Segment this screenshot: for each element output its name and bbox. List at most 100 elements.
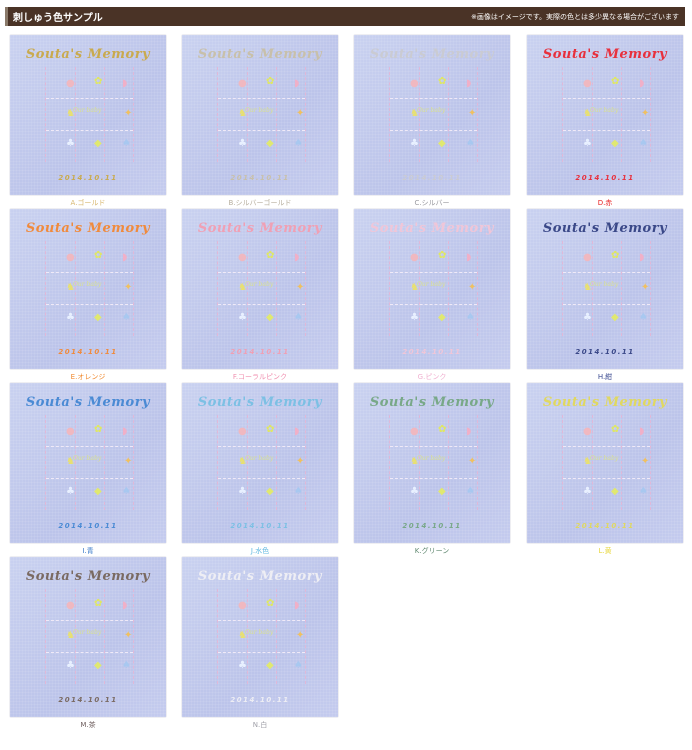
embroidery-motif-icon: ◗ xyxy=(294,252,300,263)
embroidery-motif-icon: ✿ xyxy=(266,424,275,435)
motif-grid: ● ✿ ◗ ♞ ✦ ♣ ◆ ♠ xyxy=(389,415,478,510)
embroidery-sample-image: Souta's Memory ● ✿ ◗ ♞ ✦ ♣ ◆ ♠ Our baby 2014.10.… xyxy=(354,35,510,195)
embroidery-date: 2014.10.11 xyxy=(58,696,118,704)
embroidery-motif-icon: ♠ xyxy=(294,660,303,671)
baby-text: Our baby xyxy=(73,107,102,114)
embroidery-motif-icon: ♣ xyxy=(238,138,247,149)
embroidery-motif-icon: ♞ xyxy=(66,108,75,119)
embroidery-motif-icon: ◗ xyxy=(122,426,128,437)
baby-text: Our baby xyxy=(590,455,619,462)
embroidery-sample-image: Souta's Memory ● ✿ ◗ ♞ ✦ ♣ ◆ ♠ Our baby 2014.10.… xyxy=(527,209,683,369)
baby-text: Our baby xyxy=(73,281,102,288)
embroidery-motif-icon: ♞ xyxy=(583,456,592,467)
embroidery-motif-icon: ◆ xyxy=(438,486,446,497)
embroidery-motif-icon: ◗ xyxy=(294,600,300,611)
embroidery-motif-icon: ♠ xyxy=(466,138,475,149)
embroidery-motif-icon: ♞ xyxy=(410,282,419,293)
embroidery-motif-icon: ♠ xyxy=(122,312,131,323)
motif-grid: ● ✿ ◗ ♞ ✦ ♣ ◆ ♠ xyxy=(217,415,306,510)
embroidery-title: Souta's Memory xyxy=(542,221,668,236)
embroidery-date: 2014.10.11 xyxy=(575,522,635,530)
embroidery-motif-icon: ✦ xyxy=(296,630,305,641)
embroidery-motif-icon: ♞ xyxy=(238,108,247,119)
embroidery-motif-icon: ✦ xyxy=(468,282,477,293)
motif-grid: ● ✿ ◗ ♞ ✦ ♣ ◆ ♠ xyxy=(217,589,306,684)
embroidery-motif-icon: ◗ xyxy=(466,426,472,437)
embroidery-date: 2014.10.11 xyxy=(58,348,118,356)
embroidery-motif-icon: ● xyxy=(66,600,75,611)
embroidery-motif-icon: ◗ xyxy=(466,252,472,263)
color-sample-card: Souta's Memory ● ✿ ◗ ♞ ✦ ♣ ◆ ♠ Our baby 2014.10.… xyxy=(182,35,338,208)
embroidery-motif-icon: ● xyxy=(238,426,247,437)
color-sample-card: Souta's Memory ● ✿ ◗ ♞ ✦ ♣ ◆ ♠ Our baby 2014.10.… xyxy=(10,209,166,382)
embroidery-motif-icon: ● xyxy=(238,600,247,611)
motif-grid: ● ✿ ◗ ♞ ✦ ♣ ◆ ♠ xyxy=(45,241,134,336)
color-label: L.黄 xyxy=(598,547,612,555)
color-sample-card: Souta's Memory ● ✿ ◗ ♞ ✦ ♣ ◆ ♠ Our baby 2014.10.… xyxy=(182,209,338,382)
baby-text: Our baby xyxy=(417,455,446,462)
embroidery-motif-icon: ♣ xyxy=(410,312,419,323)
color-label: G.ピンク xyxy=(417,373,447,381)
embroidery-motif-icon: ◗ xyxy=(639,426,645,437)
baby-text: Our baby xyxy=(245,629,274,636)
embroidery-motif-icon: ◆ xyxy=(266,486,274,497)
embroidery-motif-icon: ♠ xyxy=(639,312,648,323)
motif-grid: ● ✿ ◗ ♞ ✦ ♣ ◆ ♠ xyxy=(217,241,306,336)
color-sample-card: Souta's Memory ● ✿ ◗ ♞ ✦ ♣ ◆ ♠ Our baby 2014.10.… xyxy=(527,383,683,556)
motif-grid: ● ✿ ◗ ♞ ✦ ♣ ◆ ♠ xyxy=(389,241,478,336)
color-sample-card: Souta's Memory ● ✿ ◗ ♞ ✦ ♣ ◆ ♠ Our baby 2014.10.… xyxy=(354,383,510,556)
embroidery-motif-icon: ◆ xyxy=(438,312,446,323)
embroidery-motif-icon: ✿ xyxy=(266,76,275,87)
embroidery-motif-icon: ● xyxy=(238,78,247,89)
embroidery-motif-icon: ◗ xyxy=(466,78,472,89)
embroidery-motif-icon: ◗ xyxy=(122,252,128,263)
embroidery-motif-icon: ● xyxy=(238,252,247,263)
color-label: B.シルバーゴールド xyxy=(228,199,292,207)
embroidery-motif-icon: ✿ xyxy=(94,250,103,261)
embroidery-motif-icon: ♞ xyxy=(66,456,75,467)
embroidery-title: Souta's Memory xyxy=(197,47,323,62)
embroidery-motif-icon: ♣ xyxy=(410,486,419,497)
color-label: M.茶 xyxy=(80,721,96,729)
baby-text: Our baby xyxy=(417,281,446,288)
embroidery-motif-icon: ◆ xyxy=(266,138,274,149)
embroidery-date: 2014.10.11 xyxy=(402,348,462,356)
embroidery-motif-icon: ● xyxy=(66,426,75,437)
baby-text: Our baby xyxy=(245,107,274,114)
color-sample-card: Souta's Memory ● ✿ ◗ ♞ ✦ ♣ ◆ ♠ Our baby 2014.10.… xyxy=(527,209,683,382)
color-sample-card: Souta's Memory ● ✿ ◗ ♞ ✦ ♣ ◆ ♠ Our baby 2014.10.… xyxy=(10,35,166,208)
embroidery-motif-icon: ◆ xyxy=(94,138,102,149)
embroidery-motif-icon: ✦ xyxy=(296,108,305,119)
embroidery-sample-image: Souta's Memory ● ✿ ◗ ♞ ✦ ♣ ◆ ♠ Our baby 2014.10.… xyxy=(10,209,166,369)
embroidery-motif-icon: ♞ xyxy=(583,108,592,119)
embroidery-date: 2014.10.11 xyxy=(402,522,462,530)
embroidery-title: Souta's Memory xyxy=(25,569,151,584)
embroidery-motif-icon: ◗ xyxy=(122,78,128,89)
embroidery-motif-icon: ✿ xyxy=(94,76,103,87)
embroidery-motif-icon: ♞ xyxy=(66,282,75,293)
embroidery-date: 2014.10.11 xyxy=(230,522,290,530)
embroidery-motif-icon: ◗ xyxy=(639,252,645,263)
embroidery-motif-icon: ♠ xyxy=(122,486,131,497)
color-label: H.紺 xyxy=(597,373,613,381)
motif-grid: ● ✿ ◗ ♞ ✦ ♣ ◆ ♠ xyxy=(45,415,134,510)
embroidery-motif-icon: ✦ xyxy=(468,456,477,467)
embroidery-sample-image: Souta's Memory ● ✿ ◗ ♞ ✦ ♣ ◆ ♠ Our baby 2014.10.… xyxy=(10,35,166,195)
embroidery-sample-image: Souta's Memory ● ✿ ◗ ♞ ✦ ♣ ◆ ♠ Our baby 2014.10.… xyxy=(10,557,166,717)
embroidery-date: 2014.10.11 xyxy=(230,696,290,704)
embroidery-motif-icon: ♞ xyxy=(410,456,419,467)
embroidery-title: Souta's Memory xyxy=(25,47,151,62)
embroidery-motif-icon: ✿ xyxy=(611,76,620,87)
embroidery-title: Souta's Memory xyxy=(369,395,495,410)
embroidery-motif-icon: ◗ xyxy=(639,78,645,89)
baby-text: Our baby xyxy=(73,455,102,462)
embroidery-motif-icon: ✦ xyxy=(296,282,305,293)
embroidery-motif-icon: ♣ xyxy=(238,312,247,323)
embroidery-motif-icon: ◆ xyxy=(611,312,619,323)
color-sample-card: Souta's Memory ● ✿ ◗ ♞ ✦ ♣ ◆ ♠ Our baby 2014.10.… xyxy=(10,557,166,730)
embroidery-motif-icon: ♠ xyxy=(122,138,131,149)
embroidery-motif-icon: ◗ xyxy=(294,426,300,437)
embroidery-motif-icon: ♠ xyxy=(122,660,131,671)
section-title: 刺しゅう色サンプル xyxy=(13,13,103,24)
embroidery-motif-icon: ● xyxy=(66,78,75,89)
